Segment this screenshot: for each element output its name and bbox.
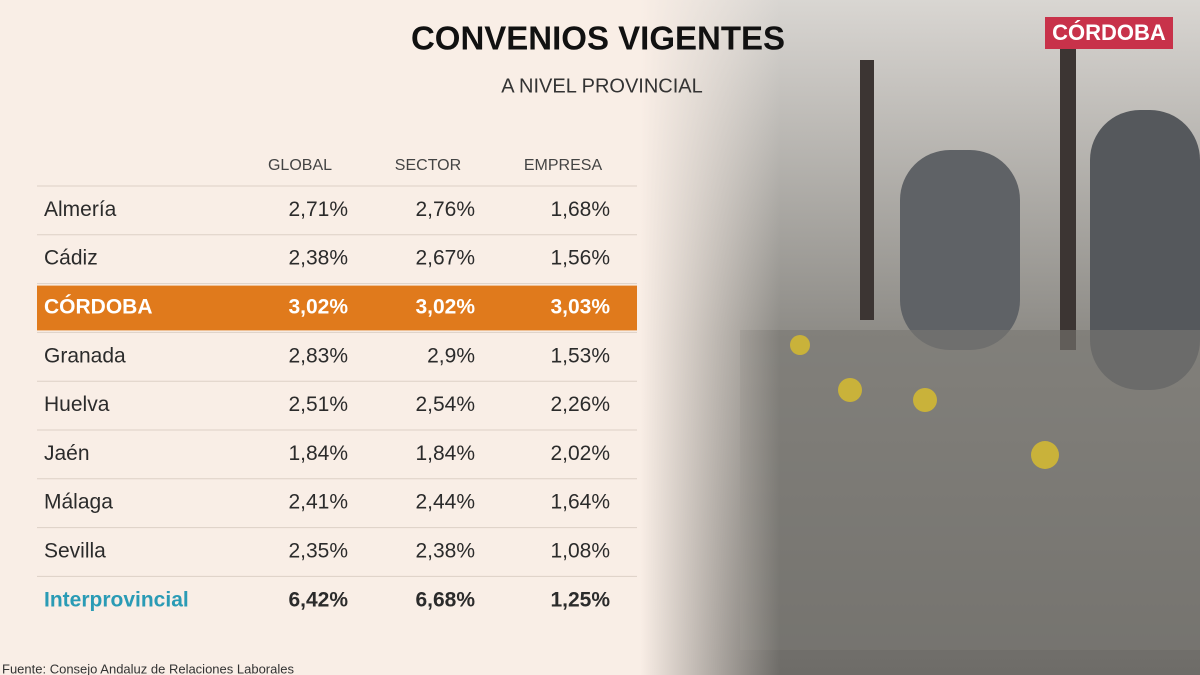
row-label: Sevilla <box>44 540 106 563</box>
brand: CÓRDOBA <box>1052 20 1166 45</box>
cell-value: 1,84% <box>288 442 348 465</box>
column-header: EMPRESA <box>524 157 603 174</box>
row-label: Almería <box>44 198 117 221</box>
cell-value: 1,25% <box>550 588 610 611</box>
cell-value: 2,76% <box>415 198 475 221</box>
cell-value: 2,44% <box>415 491 475 514</box>
cell-value: 1,68% <box>550 198 610 221</box>
column-header: GLOBAL <box>268 157 332 174</box>
column-header: SECTOR <box>395 157 461 174</box>
cell-value: 2,51% <box>288 393 348 416</box>
photo <box>640 0 1200 675</box>
cell-value: 3,02% <box>288 296 348 319</box>
subtitle: A NIVEL PROVINCIAL <box>501 75 703 97</box>
cell-value: 2,02% <box>550 442 610 465</box>
cell-value: 1,84% <box>415 442 475 465</box>
cell-value: 2,41% <box>288 491 348 514</box>
row-label: Interprovincial <box>44 588 189 611</box>
cell-value: 6,68% <box>415 588 475 611</box>
cell-value: 2,9% <box>427 344 475 367</box>
row-label: Málaga <box>44 491 113 514</box>
cell-value: 1,64% <box>550 491 610 514</box>
highlight-row <box>37 285 637 331</box>
source: Fuente: Consejo Andaluz de Relaciones La… <box>2 661 294 675</box>
cell-value: 3,03% <box>550 296 610 319</box>
cell-value: 2,67% <box>415 247 475 270</box>
row-label: Cádiz <box>44 247 98 270</box>
title: CONVENIOS VIGENTES <box>411 20 785 57</box>
cell-value: 3,02% <box>415 296 475 319</box>
cell-value: 2,38% <box>288 247 348 270</box>
table: GLOBAL SECTOR EMPRESA Almería 2,71% 2,76% 1,68… <box>37 157 637 611</box>
cell-value: 1,08% <box>550 540 610 563</box>
cell-value: 2,71% <box>288 198 348 221</box>
cell-value: 2,26% <box>550 393 610 416</box>
row-label: Jaén <box>44 442 90 465</box>
cell-value: 2,83% <box>288 344 348 367</box>
cell-value: 2,38% <box>415 540 475 563</box>
cell-value: 1,53% <box>550 344 610 367</box>
cell-value: 2,35% <box>288 540 348 563</box>
brand-box <box>1045 17 1173 49</box>
row-label: Huelva <box>44 393 110 416</box>
row-label: Granada <box>44 344 126 367</box>
cell-value: 1,56% <box>550 247 610 270</box>
row-label: CÓRDOBA <box>44 295 153 319</box>
cell-value: 2,54% <box>415 393 475 416</box>
cell-value: 6,42% <box>288 588 348 611</box>
